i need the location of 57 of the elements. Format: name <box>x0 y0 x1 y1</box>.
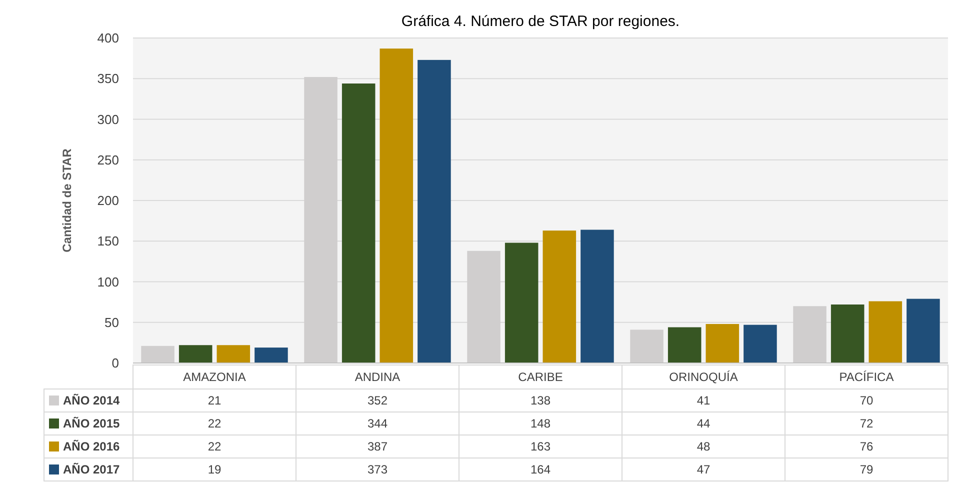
y-tick-label: 400 <box>97 30 119 46</box>
y-tick-label: 100 <box>97 274 119 290</box>
legend-label: AÑO 2014 <box>63 394 120 408</box>
bar <box>668 327 702 363</box>
data-label: 41 <box>696 394 710 408</box>
y-tick-label: 300 <box>97 112 119 127</box>
bar <box>906 298 940 363</box>
x-tick-label: AMAZONIA <box>183 370 246 384</box>
data-label: 48 <box>696 440 710 454</box>
bar <box>141 346 174 363</box>
bar <box>744 324 777 363</box>
bar <box>216 345 250 363</box>
y-tick-label: 250 <box>97 152 119 168</box>
data-label: 387 <box>367 440 388 454</box>
y-tick-label: 0 <box>112 356 119 371</box>
x-tick-label: ANDINA <box>354 370 400 384</box>
bar <box>706 324 740 363</box>
chart-title: Gráfica 4. Número de STAR por regiones. <box>401 13 680 30</box>
y-axis-title: Cantidad de STAR <box>60 148 74 252</box>
y-tick-label: 200 <box>97 193 119 208</box>
data-label: 22 <box>208 416 222 431</box>
y-tick-label: 350 <box>97 71 119 86</box>
legend-label: AÑO 2015 <box>63 416 120 431</box>
bar <box>254 348 288 363</box>
x-tick-label: PACÍFICA <box>839 370 894 384</box>
data-label: 70 <box>860 394 874 408</box>
bar <box>380 48 414 363</box>
data-label: 47 <box>696 462 710 477</box>
legend-label: AÑO 2016 <box>63 440 120 454</box>
x-tick-label: CARIBE <box>518 370 563 384</box>
y-tick-label: 150 <box>97 234 119 249</box>
data-label: 72 <box>860 416 874 431</box>
bar <box>830 304 864 363</box>
data-label: 163 <box>530 440 551 454</box>
data-label: 21 <box>208 394 222 408</box>
x-tick-label: ORINOQUÍA <box>669 370 738 384</box>
data-label: 352 <box>367 394 388 408</box>
data-label: 79 <box>860 462 874 477</box>
bar <box>418 60 451 363</box>
data-label: 373 <box>367 462 388 477</box>
legend-label: AÑO 2017 <box>63 462 120 477</box>
bar <box>542 230 576 363</box>
data-label: 138 <box>530 394 551 408</box>
data-label: 19 <box>208 462 222 477</box>
data-label: 44 <box>696 416 710 431</box>
bar <box>504 242 538 363</box>
bar <box>868 301 902 363</box>
bar <box>342 84 376 363</box>
data-label: 148 <box>530 416 551 431</box>
data-label: 164 <box>530 462 551 477</box>
y-tick-label: 50 <box>104 314 119 330</box>
data-label: 76 <box>860 440 874 454</box>
data-label: 22 <box>208 440 222 454</box>
bar <box>178 345 212 363</box>
data-label: 344 <box>367 416 388 431</box>
bar <box>630 330 664 363</box>
bar <box>580 230 614 363</box>
